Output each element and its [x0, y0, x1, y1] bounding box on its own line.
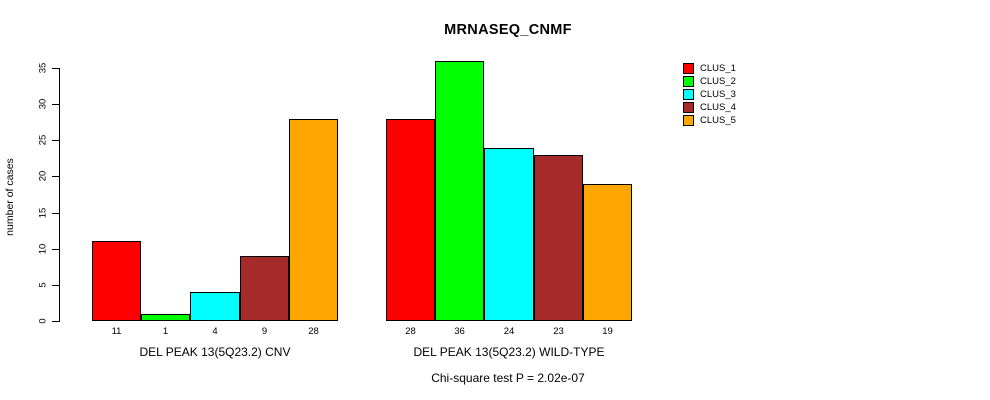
y-axis-line — [59, 68, 60, 321]
legend-label: CLUS_2 — [700, 76, 736, 87]
y-axis-tick — [52, 285, 60, 286]
bar-clus_4 — [534, 155, 583, 321]
bar-value-label: 36 — [454, 326, 465, 337]
y-axis-tick-label: 10 — [37, 243, 49, 255]
bar-clus_3 — [190, 292, 240, 321]
y-axis-tick-label: 30 — [37, 98, 49, 110]
bar-value-label: 23 — [553, 326, 564, 337]
legend-swatch — [683, 63, 694, 74]
bar-clus_4 — [240, 256, 289, 321]
group-axis-label: DEL PEAK 13(5Q23.2) WILD-TYPE — [413, 345, 605, 359]
legend-label: CLUS_5 — [700, 115, 736, 126]
y-axis-tick — [52, 213, 60, 214]
y-axis-tick-label: 20 — [37, 170, 49, 182]
y-axis-tick — [52, 249, 60, 250]
y-axis-label: number of cases — [4, 158, 16, 236]
legend-swatch — [683, 89, 694, 100]
y-axis-tick — [52, 68, 60, 69]
group-axis-label: DEL PEAK 13(5Q23.2) CNV — [139, 345, 291, 359]
bar-value-label: 4 — [212, 326, 218, 337]
legend-swatch — [683, 102, 694, 113]
legend-swatch — [683, 76, 694, 87]
bar-value-label: 19 — [602, 326, 613, 337]
bar-clus_5 — [583, 184, 632, 321]
y-axis-tick — [52, 321, 60, 322]
bar-value-label: 24 — [503, 326, 515, 337]
bar-clus_5 — [289, 119, 338, 321]
bar-value-label: 28 — [308, 326, 319, 337]
y-axis-tick-label: 35 — [37, 62, 49, 74]
bar-clus_1 — [92, 241, 141, 321]
bar-clus_2 — [141, 314, 190, 321]
bar-clus_1 — [386, 119, 435, 321]
bar-value-label: 11 — [111, 326, 122, 337]
chart-title: MRNASEQ_CNMF — [444, 22, 572, 38]
y-axis-tick-label: 25 — [37, 134, 49, 146]
bar-clus_3 — [484, 148, 534, 321]
y-axis-tick — [52, 140, 60, 141]
chi-square-annotation: Chi-square test P = 2.02e-07 — [431, 371, 585, 385]
bar-value-label: 9 — [261, 326, 268, 337]
bar-value-label: 28 — [405, 326, 416, 337]
y-axis-tick-label: 5 — [37, 282, 49, 288]
bar-value-label: 1 — [162, 326, 169, 337]
y-axis-tick — [52, 176, 60, 177]
legend-label: CLUS_4 — [700, 102, 736, 113]
y-axis-tick-label: 0 — [37, 318, 49, 324]
legend-label: CLUS_1 — [700, 63, 736, 74]
legend-swatch — [683, 115, 694, 126]
bar-clus_2 — [435, 61, 484, 321]
y-axis-tick — [52, 104, 60, 105]
y-axis-tick-label: 15 — [37, 207, 49, 219]
legend-label: CLUS_3 — [700, 89, 736, 100]
